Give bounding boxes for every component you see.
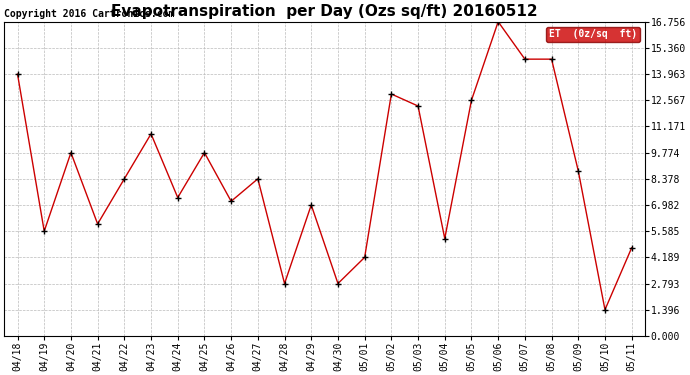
- Title: Evapotranspiration  per Day (Ozs sq/ft) 20160512: Evapotranspiration per Day (Ozs sq/ft) 2…: [111, 4, 538, 19]
- Legend: ET  (0z/sq  ft): ET (0z/sq ft): [546, 27, 640, 42]
- Text: Copyright 2016 Cartronics.com: Copyright 2016 Cartronics.com: [4, 9, 175, 19]
